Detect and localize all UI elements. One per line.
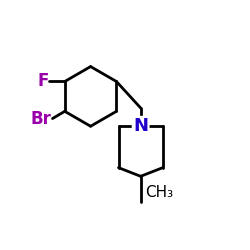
- Text: N: N: [133, 117, 148, 135]
- Text: F: F: [37, 72, 48, 90]
- Text: Br: Br: [31, 110, 52, 128]
- Text: CH₃: CH₃: [146, 185, 174, 200]
